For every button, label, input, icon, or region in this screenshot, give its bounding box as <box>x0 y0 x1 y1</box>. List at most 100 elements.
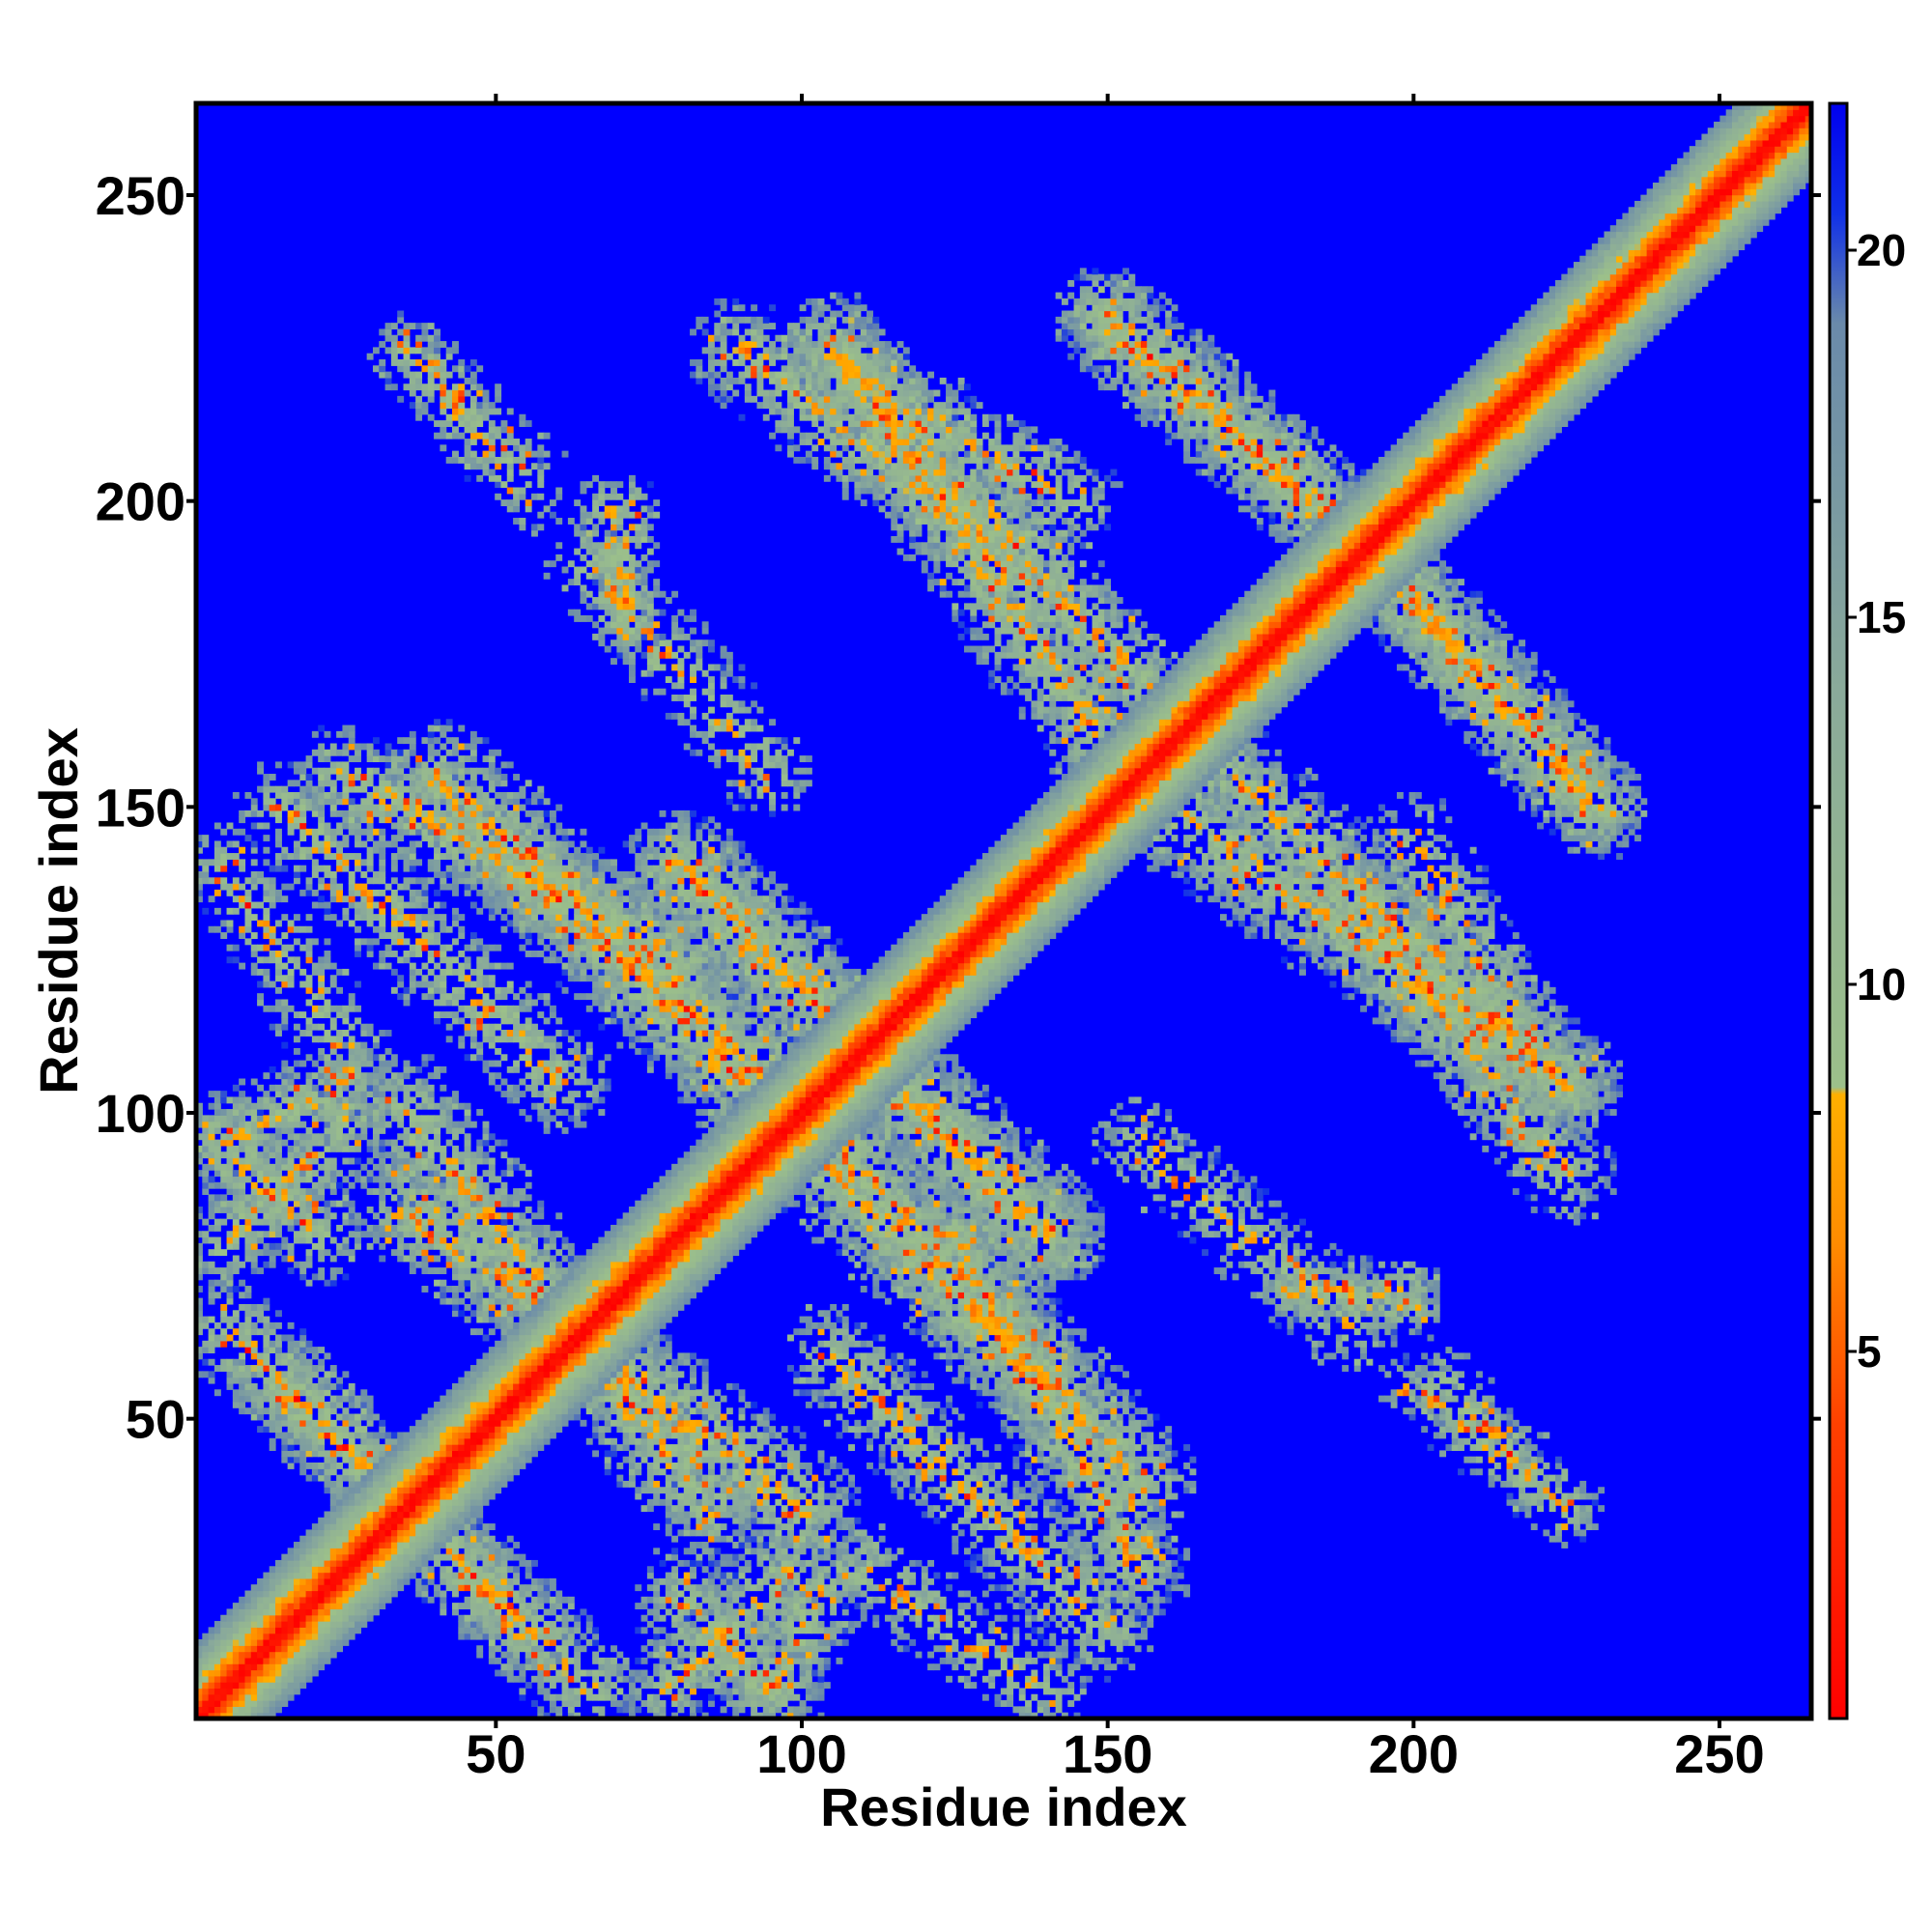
heatmap-cell <box>355 1621 361 1628</box>
heatmap-cell <box>293 810 300 817</box>
heatmap-cell <box>397 1072 405 1080</box>
heatmap-cell <box>458 1419 466 1427</box>
heatmap-cell <box>482 1596 490 1604</box>
heatmap-cell <box>379 956 386 964</box>
heatmap-cell <box>366 743 374 751</box>
heatmap-cell <box>415 1480 423 1488</box>
heatmap-cell <box>196 1157 203 1165</box>
heatmap-cell <box>458 1157 466 1165</box>
heatmap-cell <box>476 1468 484 1476</box>
heatmap-cell <box>275 1170 282 1178</box>
heatmap-cell <box>257 1163 264 1171</box>
heatmap-cell <box>202 1218 210 1226</box>
heatmap-cell <box>336 1621 344 1628</box>
heatmap-cell <box>469 883 477 891</box>
heatmap-cell <box>495 1371 502 1378</box>
heatmap-cell <box>239 895 246 903</box>
heatmap-cell <box>372 925 380 933</box>
heatmap-cell <box>500 846 508 854</box>
heatmap-cell <box>232 944 240 952</box>
heatmap-cell <box>421 1553 429 1561</box>
heatmap-cell <box>220 1207 228 1213</box>
heatmap-cell <box>482 1316 490 1323</box>
heatmap-cell <box>287 1432 295 1439</box>
heatmap-cell <box>495 1584 502 1592</box>
heatmap-cell <box>299 1340 307 1348</box>
heatmap-cell <box>281 804 289 811</box>
heatmap-cell <box>495 1261 502 1268</box>
heatmap-cell <box>519 1432 526 1439</box>
heatmap-cell <box>409 1548 416 1555</box>
heatmap-cell <box>366 846 374 854</box>
heatmap-cell <box>476 1511 484 1519</box>
heatmap-cell <box>476 1047 484 1055</box>
heatmap-cell <box>232 1700 240 1707</box>
heatmap-cell <box>464 1444 471 1451</box>
heatmap-cell <box>269 1675 276 1683</box>
heatmap-cell <box>519 1194 526 1202</box>
heatmap-cell <box>464 1023 471 1031</box>
heatmap-cell <box>384 1188 392 1195</box>
heatmap-cell <box>464 780 471 787</box>
heatmap-cell <box>275 938 282 946</box>
heatmap-cell <box>348 1231 355 1238</box>
heatmap-cell <box>458 993 466 1001</box>
heatmap-cell <box>366 1529 374 1537</box>
heatmap-cell <box>275 1657 282 1664</box>
heatmap-cell <box>482 439 490 445</box>
heatmap-cell <box>220 853 228 860</box>
heatmap-cell <box>500 1401 508 1408</box>
heatmap-cell <box>305 1450 313 1458</box>
heatmap-cell <box>336 1463 344 1469</box>
heatmap-cell <box>495 791 502 799</box>
heatmap-cell <box>202 1121 210 1128</box>
heatmap-cell <box>421 1054 429 1062</box>
heatmap-cell <box>384 1060 392 1067</box>
heatmap-cell <box>427 1407 435 1415</box>
heatmap-cell <box>281 1621 289 1628</box>
heatmap-cell <box>506 474 514 482</box>
heatmap-cell <box>342 1017 350 1025</box>
heatmap-cell <box>464 474 471 482</box>
heatmap-cell <box>208 1663 215 1671</box>
heatmap-cell <box>452 1456 459 1463</box>
heatmap-cell <box>336 730 344 738</box>
heatmap-cell <box>372 1577 380 1585</box>
heatmap-cell <box>244 1638 252 1646</box>
heatmap-cell <box>500 889 508 896</box>
heatmap-cell <box>409 877 416 885</box>
heatmap-cell <box>202 1651 210 1659</box>
heatmap-cell <box>355 1529 361 1537</box>
heatmap-cell <box>384 1456 392 1463</box>
heatmap-cell <box>348 1054 355 1062</box>
heatmap-cell <box>293 1047 300 1055</box>
heatmap-cell <box>293 1115 300 1122</box>
heatmap-cell <box>372 1224 380 1232</box>
heatmap-cell <box>445 870 453 878</box>
heatmap-cell <box>269 1566 276 1574</box>
heatmap-cell <box>305 1444 313 1451</box>
heatmap-cell <box>263 1590 270 1598</box>
heatmap-cell <box>281 951 289 957</box>
heatmap-cell <box>263 798 270 806</box>
heatmap-cell <box>324 1096 331 1104</box>
heatmap-cell <box>355 944 361 952</box>
heatmap-cell <box>476 463 484 470</box>
heatmap-cell <box>409 1517 416 1524</box>
heatmap-cell <box>495 895 502 903</box>
heatmap-cell <box>476 1181 484 1189</box>
heatmap-cell <box>519 1236 526 1244</box>
heatmap-cell <box>482 816 490 824</box>
heatmap-cell <box>360 1218 368 1226</box>
heatmap-cell <box>469 371 477 379</box>
heatmap-cell <box>445 737 453 745</box>
heatmap-cell <box>226 1261 234 1268</box>
heatmap-cell <box>397 835 405 842</box>
heatmap-cell <box>202 1657 210 1664</box>
heatmap-cell <box>355 1145 361 1152</box>
heatmap-cell <box>324 1207 331 1213</box>
heatmap-cell <box>293 1542 300 1548</box>
heatmap-cell <box>213 1200 221 1208</box>
heatmap-cell <box>275 986 282 994</box>
heatmap-cell <box>226 1188 234 1195</box>
